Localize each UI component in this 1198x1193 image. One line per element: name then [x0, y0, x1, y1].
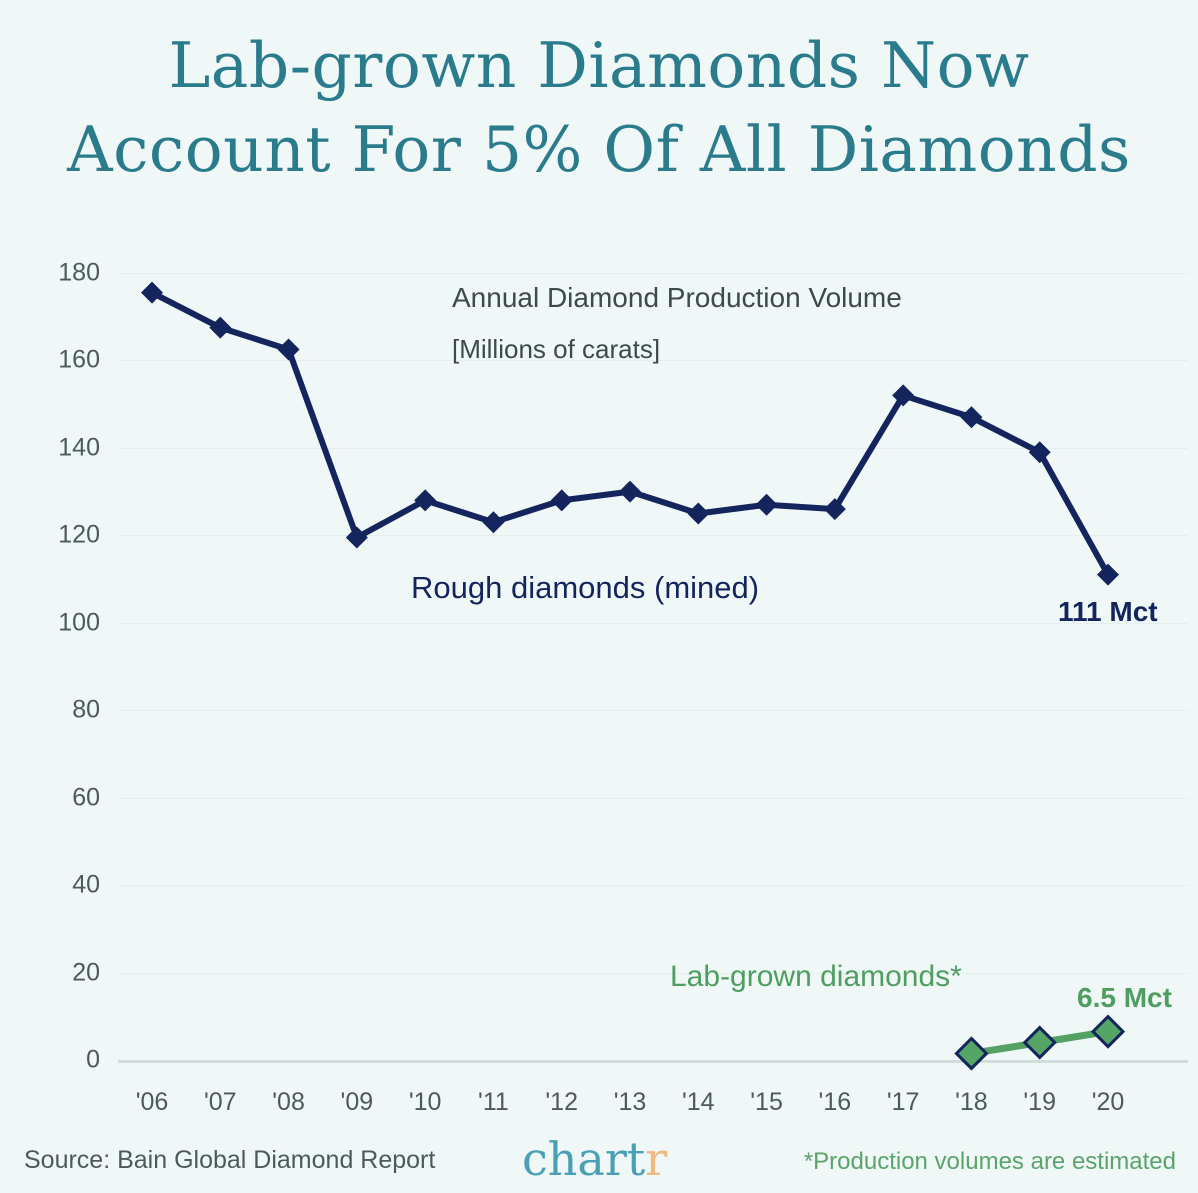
x-axis-tick-label: '07: [203, 1088, 237, 1116]
y-axis-tick-label: 140: [58, 433, 100, 462]
title-line-1: Lab-grown Diamonds Now: [168, 29, 1030, 102]
x-axis-tick-label: '17: [886, 1088, 920, 1116]
x-axis-tick-label: '15: [750, 1088, 783, 1116]
gridline: [118, 622, 1188, 624]
chartr-logo: chartr: [522, 1132, 667, 1186]
y-axis-tick-label: 80: [72, 695, 100, 724]
gridline: [118, 710, 1188, 712]
y-axis-tick-label: 40: [72, 870, 100, 899]
y-axis-tick-label: 180: [58, 258, 100, 287]
x-axis-tick-label: '09: [340, 1088, 374, 1116]
series-label-lab-grown: Lab-grown diamonds*: [670, 960, 962, 993]
x-axis-tick-label: '11: [478, 1088, 509, 1116]
x-axis-tick-label: '08: [272, 1088, 305, 1116]
series-end-value-mined: 111 Mct: [1058, 596, 1158, 627]
y-axis-tick-label: 120: [58, 520, 100, 549]
series-end-value-lab-grown: 6.5 Mct: [1077, 982, 1172, 1013]
gridline: [118, 885, 1188, 887]
x-axis-tick-label: '10: [408, 1088, 442, 1116]
footnote: *Production volumes are estimated: [803, 1148, 1176, 1175]
x-axis-tick-label: '13: [613, 1088, 647, 1116]
y-axis-tick-label: 20: [72, 958, 100, 987]
chart-subtitle: Annual Diamond Production Volume: [452, 282, 902, 313]
chart-units-label: [Millions of carats]: [452, 334, 661, 364]
x-axis-tick-label: '06: [135, 1088, 169, 1116]
gridline: [118, 972, 1188, 974]
logo-text-main: chart: [522, 1132, 646, 1186]
series-label-mined: Rough diamonds (mined): [411, 570, 760, 605]
x-axis-tick-label: '20: [1091, 1088, 1125, 1116]
x-axis-tick-label: '14: [681, 1088, 715, 1116]
axis-baseline: [118, 1060, 1188, 1063]
x-axis-tick-label: '18: [955, 1088, 988, 1116]
x-axis-tick-label: '19: [1023, 1088, 1056, 1116]
y-axis-tick-label: 0: [86, 1045, 100, 1074]
x-axis-tick-label: '16: [818, 1088, 852, 1116]
x-axis-tick-label: '12: [545, 1088, 578, 1116]
title-line-2: Account For 5% Of All Diamonds: [67, 113, 1131, 186]
page-title: Lab-grown Diamonds Now Account For 5% Of…: [0, 24, 1198, 192]
y-axis-tick-label: 60: [72, 783, 100, 812]
source-caption: Source: Bain Global Diamond Report: [24, 1146, 436, 1174]
y-axis-tick-label: 160: [58, 345, 100, 374]
y-axis-tick-label: 100: [58, 608, 100, 637]
gridline: [118, 797, 1188, 799]
logo-text-accent: r: [645, 1132, 668, 1186]
gridline: [118, 273, 1188, 274]
